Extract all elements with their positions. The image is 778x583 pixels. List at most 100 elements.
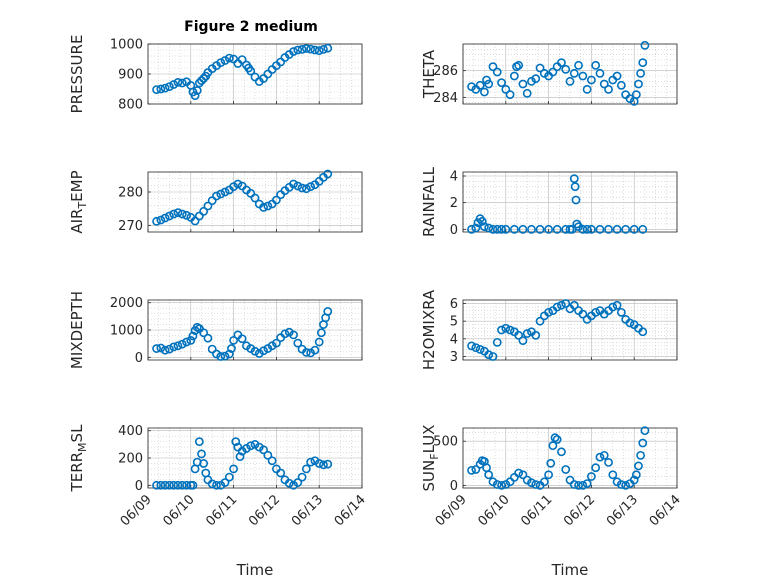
data-point xyxy=(207,344,217,354)
data-point xyxy=(216,352,226,361)
series-points xyxy=(467,40,650,106)
data-point xyxy=(569,68,579,78)
data-point xyxy=(604,84,613,94)
data-point xyxy=(587,224,596,234)
data-point xyxy=(604,458,613,467)
series-points xyxy=(152,437,333,490)
y-tick-label: 0 xyxy=(450,223,458,238)
y-tick-label: 1000 xyxy=(110,38,143,53)
data-point xyxy=(212,349,221,359)
y-tick-label: 5 xyxy=(450,315,458,330)
data-point xyxy=(323,307,333,316)
data-point xyxy=(557,300,566,310)
data-point xyxy=(194,211,204,221)
data-point xyxy=(177,78,187,88)
data-point xyxy=(173,480,183,490)
data-point xyxy=(561,465,571,474)
data-point xyxy=(497,78,506,88)
y-axis-label: AIRTEMP xyxy=(68,170,89,233)
data-point xyxy=(467,341,476,351)
y-tick-label: 280 xyxy=(118,186,143,201)
data-point xyxy=(535,63,545,73)
data-point xyxy=(237,334,247,344)
data-point xyxy=(631,90,641,100)
series-points xyxy=(467,174,648,234)
y-tick-label: 0 xyxy=(450,479,458,494)
data-point xyxy=(173,341,183,351)
data-point xyxy=(156,84,166,94)
y-tick-label: 3 xyxy=(450,350,458,365)
data-point xyxy=(514,330,524,340)
data-point xyxy=(518,336,528,345)
data-point xyxy=(289,330,298,340)
data-point xyxy=(152,344,161,353)
data-point xyxy=(552,224,562,234)
data-point xyxy=(640,40,650,50)
data-point xyxy=(501,224,511,234)
data-point xyxy=(604,224,613,234)
data-point xyxy=(544,470,553,480)
y-tick-label: 0 xyxy=(135,479,143,494)
data-point xyxy=(152,85,161,94)
data-point xyxy=(616,80,626,90)
data-point xyxy=(246,188,256,198)
data-point xyxy=(595,452,605,462)
data-point xyxy=(233,179,243,189)
data-point xyxy=(544,307,553,317)
x-tick-label: 06/12 xyxy=(246,492,283,529)
data-point xyxy=(636,450,646,460)
subplot-air-temp: 270 280 AIRTEMP xyxy=(68,169,363,234)
axes-box xyxy=(462,299,678,361)
data-point xyxy=(246,66,256,76)
data-point xyxy=(629,475,639,485)
x-tick-label: 06/14 xyxy=(332,492,369,529)
x-tick-label: 06/13 xyxy=(289,492,326,529)
data-point xyxy=(501,323,511,333)
y-tick-label: 900 xyxy=(118,68,143,83)
data-point xyxy=(267,456,277,466)
data-point xyxy=(535,316,545,326)
y-tick-label: 2000 xyxy=(110,296,143,311)
data-point xyxy=(518,470,528,480)
data-point xyxy=(177,209,187,219)
data-point xyxy=(280,329,290,339)
data-point xyxy=(484,79,494,89)
data-point xyxy=(216,58,226,67)
x-tick-label: 06/14 xyxy=(647,492,684,529)
y-tick-label: 284 xyxy=(433,91,458,106)
data-point xyxy=(636,68,646,78)
y-tick-label: 6 xyxy=(450,297,458,312)
data-point xyxy=(293,45,303,55)
data-point xyxy=(501,84,511,94)
x-tick-label: 06/11 xyxy=(203,492,240,529)
data-point xyxy=(634,79,643,89)
data-point xyxy=(492,480,502,489)
y-tick-label: 200 xyxy=(118,452,143,467)
data-point xyxy=(306,182,316,192)
data-point xyxy=(160,480,170,490)
data-point xyxy=(477,216,487,226)
data-point xyxy=(316,328,326,338)
x-tick-label: 06/09 xyxy=(433,492,470,529)
data-point xyxy=(323,459,333,469)
data-point xyxy=(612,71,622,81)
y-axis-label: TERRMSL xyxy=(68,424,89,493)
data-point xyxy=(608,302,618,312)
data-point xyxy=(190,216,200,226)
subplot-mixdepth: 0 1000 2000 MIXDEPTH xyxy=(68,291,363,369)
data-point xyxy=(561,299,571,308)
data-point xyxy=(220,478,230,487)
data-point xyxy=(224,472,234,482)
data-point xyxy=(527,478,536,488)
data-point xyxy=(186,335,196,345)
data-point xyxy=(263,450,273,460)
data-point xyxy=(284,478,294,488)
data-point xyxy=(638,438,648,448)
data-point xyxy=(301,464,311,474)
data-point xyxy=(509,71,519,81)
data-point xyxy=(246,441,256,451)
data-point xyxy=(608,470,618,480)
data-point xyxy=(595,224,605,234)
data-point xyxy=(488,352,498,361)
data-point xyxy=(539,477,549,487)
